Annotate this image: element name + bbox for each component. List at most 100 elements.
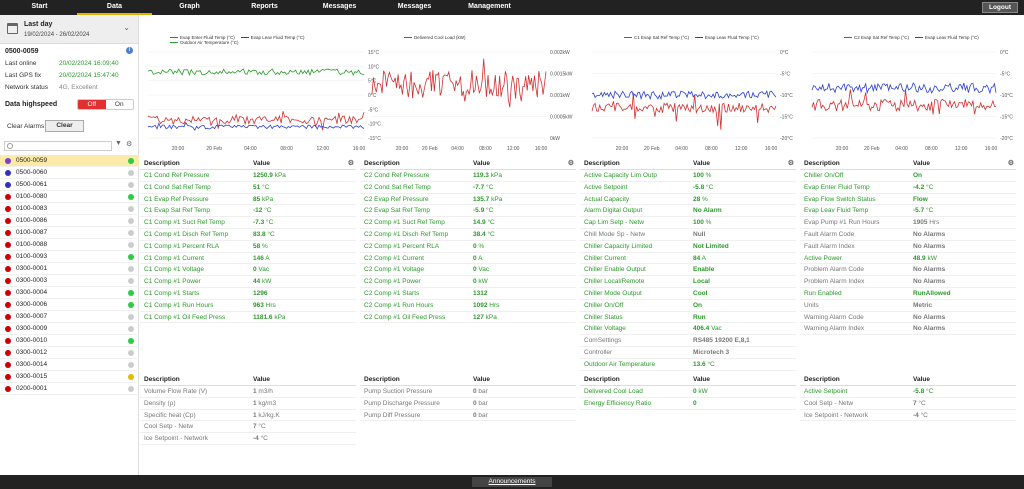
device-item[interactable]: 0100-0086 (0, 215, 139, 227)
status-dot-icon (128, 290, 134, 296)
y-tick-label: 0.001kW (550, 93, 570, 99)
legend-item[interactable]: Delivered Cool Load (kW) (404, 35, 466, 40)
row-value: 127 kPa (473, 313, 497, 321)
toggle-on[interactable]: On (114, 101, 124, 108)
device-item[interactable]: 0300-0012 (0, 347, 139, 359)
row-unit: bar (476, 399, 488, 407)
legend-item[interactable]: C2 Evap Sat Ref Temp (°C) (844, 35, 909, 40)
device-item[interactable]: 0300-0015 (0, 371, 139, 383)
period-selector[interactable]: Last day 19/02/2024 - 26/02/2024 ⌄ (0, 15, 138, 44)
header-value: Value (693, 376, 710, 383)
row-value: -7.3 °C (253, 219, 274, 227)
device-item[interactable]: 0100-0080 (0, 191, 139, 203)
highspeed-toggle[interactable]: Off On (77, 99, 134, 110)
series-line (147, 111, 365, 131)
device-item[interactable]: 0100-0088 (0, 239, 139, 251)
table-row: Chiller Current 84 A (580, 253, 796, 265)
last-gps-label: Last GPS fix (5, 72, 42, 79)
row-description: Chiller Status (584, 313, 623, 321)
clear-alarms-button[interactable]: Clear (45, 120, 84, 132)
toggle-off[interactable]: Off (78, 100, 106, 109)
x-tick-label: 08:00 (705, 146, 718, 152)
device-item[interactable]: 0300-0009 (0, 323, 139, 335)
gear-icon[interactable]: ⚙ (347, 160, 354, 167)
table-row: Energy Efficiency Ratio 0 (580, 398, 796, 410)
row-unit: °C (484, 207, 494, 215)
legend-item[interactable]: Evap Leav Fluid Temp (°C) (240, 35, 305, 40)
device-item[interactable]: 0300-0007 (0, 311, 139, 323)
row-value: -5.8 °C (913, 388, 934, 395)
search-input[interactable] (4, 141, 112, 151)
device-item[interactable]: 0300-0014 (0, 359, 139, 371)
row-unit: kW (925, 254, 937, 262)
tab-data[interactable]: Data (77, 0, 152, 15)
x-tick-label: 20:00 (172, 146, 185, 152)
row-value: 1181.6 kPa (253, 313, 286, 321)
legend-item[interactable]: Evap Enter Fluid Temp (°C) (170, 35, 235, 40)
status-dot-icon (128, 218, 134, 224)
tab-management[interactable]: Management (468, 3, 511, 10)
logout-button[interactable]: Logout (982, 2, 1018, 13)
device-item[interactable]: 0500-0061 (0, 179, 139, 191)
gear-icon[interactable]: ⚙ (787, 160, 794, 167)
status-dot-icon (128, 350, 134, 356)
legend-item[interactable]: C1 Evap Sat Ref Temp (°C) (624, 35, 689, 40)
chevron-down-icon[interactable]: ⌄ (123, 23, 130, 32)
device-item[interactable]: 0100-0093 (0, 251, 139, 263)
series-line (591, 92, 777, 130)
legend-item[interactable]: Evap Leav Fluid Temp (°C) (915, 35, 979, 40)
row-description: Controller (584, 348, 613, 356)
device-item[interactable]: 0300-0010 (0, 335, 139, 347)
legend-item[interactable]: Evap Leav Fluid Temp (°C) (695, 35, 759, 40)
row-unit: Vac (256, 266, 270, 274)
tab-graph[interactable]: Graph (179, 3, 200, 10)
gear-icon[interactable]: ⚙ (126, 141, 133, 148)
device-item[interactable]: 0100-0083 (0, 203, 139, 215)
device-item[interactable]: 0100-0087 (0, 227, 139, 239)
row-description: Chiller Enable Output (584, 266, 646, 274)
row-description: C1 Comp #1 Run Hours (144, 301, 214, 309)
bottom-table: Description Value Pump Suction Pressure 0 b… (360, 374, 576, 422)
device-name: 0300-0014 (16, 361, 48, 368)
status-dot-icon (128, 326, 134, 332)
device-item[interactable]: 0300-0003 (0, 275, 139, 287)
row-description: Run Enabled (804, 289, 842, 297)
filter-icon[interactable]: ▼ (115, 140, 122, 147)
gear-icon[interactable]: ⚙ (567, 160, 574, 167)
table-row: C2 Comp #1 Suct Ref Temp 14.9 °C (360, 217, 576, 229)
series-line (371, 58, 547, 108)
device-name: 0200-0001 (16, 385, 48, 392)
chart-plot: 15°C 10°C 5°C 0°C -5°C -10°C -15°C 20:00 20 Feb 0… (147, 50, 381, 152)
tab-start[interactable]: Start (31, 3, 48, 10)
device-name: 0100-0093 (16, 253, 48, 260)
legend-item[interactable]: Outdoor Air Temperature (°C) (170, 40, 305, 45)
y-tick-label: 0kW (550, 136, 560, 142)
row-value: No Alarms (913, 242, 946, 250)
device-item[interactable]: 0300-0006 (0, 299, 139, 311)
y-tick-label: 0°C (368, 93, 377, 99)
table-row: C2 Evap Sat Ref Temp -5.9 °C (360, 205, 576, 218)
device-item[interactable]: 0500-0059 (0, 155, 139, 167)
device-ball-icon (5, 206, 11, 212)
row-value: 84 A (693, 254, 707, 262)
x-tick-label: 12:00 (735, 146, 748, 152)
header-description: Description (584, 160, 620, 167)
tab-messages[interactable]: Messages (397, 3, 432, 10)
gear-icon[interactable]: ⚙ (1007, 160, 1014, 167)
row-description: Warning Alarm Index (804, 325, 865, 333)
status-dot-icon (128, 254, 134, 260)
row-unit: °C (924, 183, 934, 191)
device-item[interactable]: 0500-0060 (0, 167, 139, 179)
tab-reports[interactable]: Reports (251, 3, 278, 10)
table-row: Pump Suction Pressure 0 bar (360, 386, 576, 398)
status-dot-icon (128, 362, 134, 368)
tab-messages[interactable]: Messages (322, 3, 357, 10)
row-unit: °C (484, 183, 494, 191)
row-description: C2 Comp #1 Power (364, 278, 421, 286)
announcements-button[interactable]: Announcements (472, 477, 552, 487)
device-item[interactable]: 0300-0001 (0, 263, 139, 275)
info-icon[interactable]: i (126, 47, 133, 54)
device-item[interactable]: 0300-0004 (0, 287, 139, 299)
device-item[interactable]: 0200-0001 (0, 383, 139, 395)
row-value: 0 kW (473, 278, 488, 286)
